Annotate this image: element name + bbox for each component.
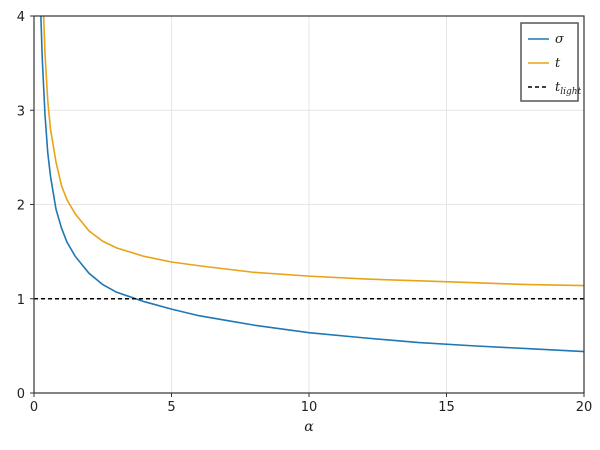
y-tick-label-3: 3 <box>17 104 25 119</box>
series-line-0 <box>40 16 584 353</box>
y-tick-label-4: 4 <box>17 10 25 25</box>
x-tick-label-2: 10 <box>301 400 318 415</box>
x-axis-label: α <box>304 419 314 435</box>
ticks: 0 5 10 15 20 0 1 2 3 4 <box>17 10 593 415</box>
legend-box <box>520 22 579 102</box>
legend-subscript-2: light <box>560 87 581 97</box>
x-tick-label-4: 20 <box>576 400 593 415</box>
y-tick-label-2: 2 <box>17 199 25 214</box>
legend-label-1: t <box>555 56 561 71</box>
y-tick-label-1: 1 <box>17 293 25 308</box>
y-tick-label-0: 0 <box>17 387 25 402</box>
x-tick-label-1: 5 <box>167 400 175 415</box>
grid <box>33 15 585 394</box>
x-tick-label-3: 15 <box>438 400 455 415</box>
legend-label-0: σ <box>555 32 565 47</box>
x-tick-label-0: 0 <box>30 400 38 415</box>
series-line-1 <box>42 16 584 287</box>
series-group <box>34 16 584 353</box>
